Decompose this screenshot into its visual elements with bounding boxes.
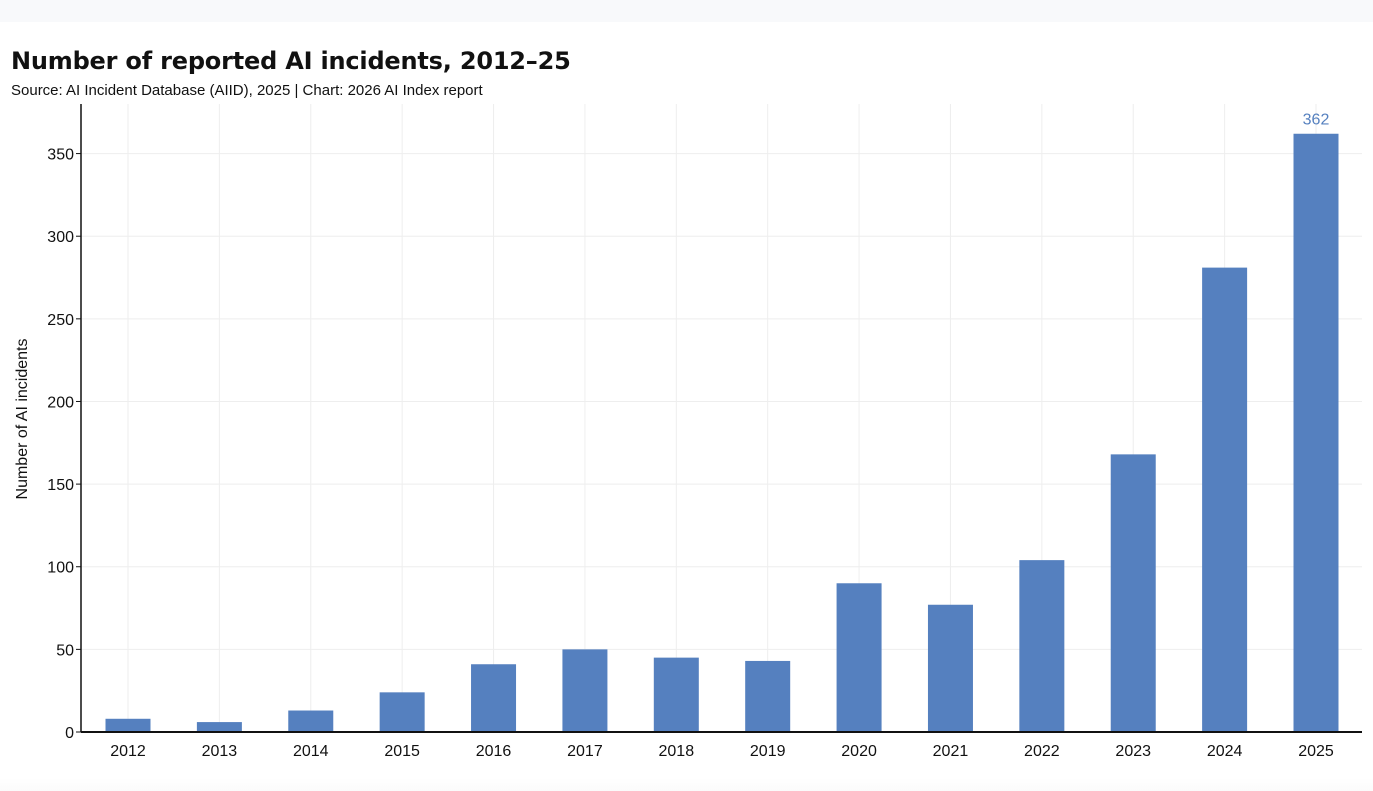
x-tick-label: 2019 <box>750 743 786 760</box>
y-tick-label: 0 <box>65 725 74 742</box>
x-tick-label: 2024 <box>1207 743 1243 760</box>
y-tick-label: 300 <box>47 229 74 246</box>
chart-title: Number of reported AI incidents, 2012–25 <box>11 47 571 75</box>
bottom-fade <box>0 778 1373 791</box>
bar-2022 <box>1019 560 1065 732</box>
bar-2019 <box>745 660 791 732</box>
x-tick-label: 2020 <box>841 743 877 760</box>
y-tick-label: 250 <box>47 312 74 329</box>
y-tick-label: 50 <box>56 642 74 659</box>
bar-2017 <box>562 649 608 732</box>
y-tick-label: 100 <box>47 560 74 577</box>
data-label-2025: 362 <box>1303 112 1330 129</box>
bar-2012 <box>105 718 151 732</box>
bar-2024 <box>1202 267 1248 732</box>
y-tick-label: 200 <box>47 394 74 411</box>
x-tick-label: 2025 <box>1298 743 1334 760</box>
bar-2021 <box>927 604 973 732</box>
x-tick-label: 2015 <box>384 743 420 760</box>
bar-2014 <box>288 710 334 732</box>
chart-subtitle: Source: AI Incident Database (AIID), 202… <box>11 82 483 99</box>
y-tick-label: 350 <box>47 147 74 164</box>
x-tick-label: 2022 <box>1024 743 1060 760</box>
bar-2013 <box>196 722 242 732</box>
bar-2015 <box>379 692 425 732</box>
x-tick-label: 2017 <box>567 743 603 760</box>
x-tick-label: 2016 <box>476 743 512 760</box>
x-tick-label: 2018 <box>659 743 695 760</box>
y-tick-label: 150 <box>47 477 74 494</box>
bar-2018 <box>653 657 699 732</box>
x-tick-label: 2013 <box>202 743 238 760</box>
x-tick-label: 2021 <box>933 743 969 760</box>
bar-2016 <box>471 664 517 732</box>
y-axis-label: Number of AI incidents <box>14 339 31 500</box>
x-tick-label: 2012 <box>110 743 146 760</box>
bar-2025 <box>1293 133 1339 732</box>
bar-2023 <box>1110 454 1156 732</box>
top-band <box>0 0 1373 22</box>
x-tick-label: 2014 <box>293 743 329 760</box>
bar-2020 <box>836 583 882 732</box>
x-tick-label: 2023 <box>1115 743 1151 760</box>
